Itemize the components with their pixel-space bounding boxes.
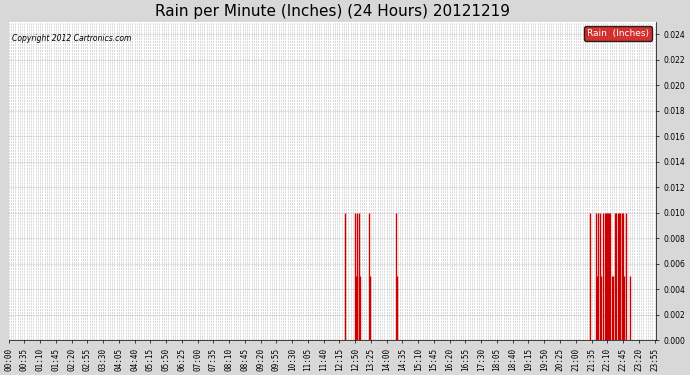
Text: Copyright 2012 Cartronics.com: Copyright 2012 Cartronics.com [12, 34, 131, 44]
Legend: Rain  (Inches): Rain (Inches) [584, 26, 652, 40]
Title: Rain per Minute (Inches) (24 Hours) 20121219: Rain per Minute (Inches) (24 Hours) 2012… [155, 4, 510, 19]
